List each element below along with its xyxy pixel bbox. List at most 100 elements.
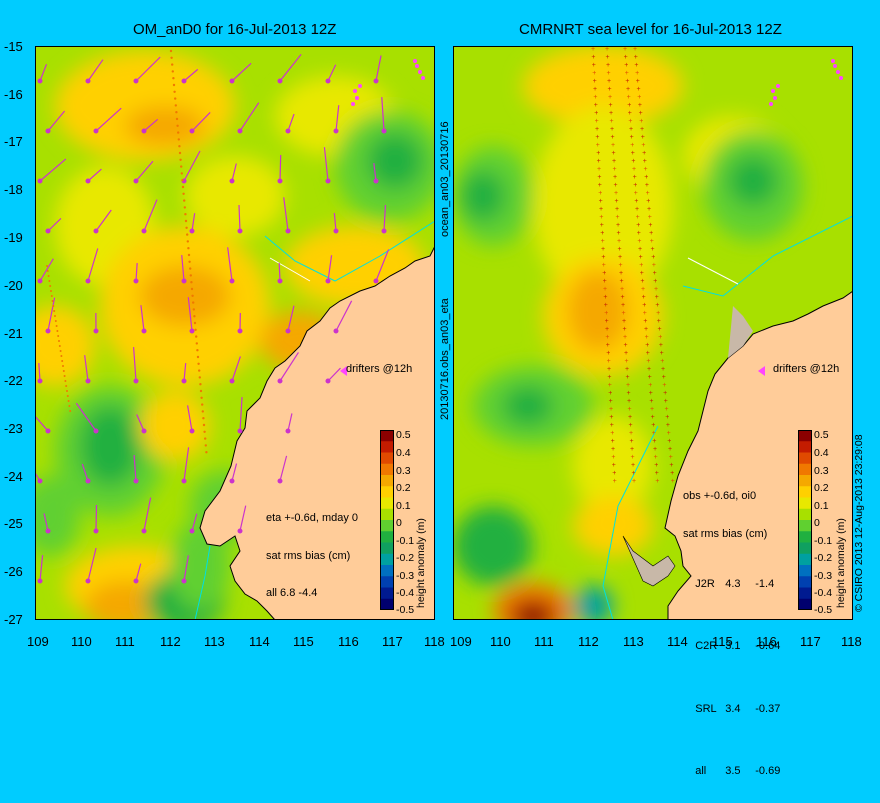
track-point (180, 165, 182, 167)
colorbar-segment (798, 486, 812, 498)
track-point (188, 254, 190, 256)
track-point: + (611, 446, 615, 453)
track-point: + (612, 158, 616, 165)
track-point: + (637, 86, 641, 93)
track-point: + (655, 470, 659, 477)
track-point: + (624, 350, 628, 357)
track-point (174, 97, 176, 99)
cbar-tick: 0.5 (396, 429, 411, 441)
track-point: + (669, 454, 673, 461)
cbar-tick: 0.4 (814, 447, 829, 459)
current-vector-head (238, 329, 242, 333)
xtick: 113 (204, 634, 225, 649)
colorbar-segment (798, 453, 812, 465)
current-vector (280, 155, 281, 181)
cbar-tick: 0 (396, 517, 402, 529)
track-point: + (616, 222, 620, 229)
cbar-tick: -0.3 (814, 570, 832, 582)
track-point: + (652, 262, 656, 269)
track-point: + (615, 198, 619, 205)
track-point: + (660, 358, 664, 365)
track-point (69, 410, 71, 412)
current-vector-head (382, 129, 386, 133)
current-vector-head (142, 229, 146, 233)
current-vector-head (182, 379, 186, 383)
xtick: 109 (450, 634, 472, 649)
current-vector-head (374, 79, 378, 83)
xtick: 110 (71, 634, 92, 649)
current-vector-head (374, 279, 378, 283)
track-point (181, 179, 183, 181)
track-point: + (608, 94, 612, 101)
colorbar-segment (380, 509, 394, 521)
track-point: + (649, 230, 653, 237)
track-point: + (621, 302, 625, 309)
track-point: + (635, 70, 639, 77)
track-point: + (599, 198, 603, 205)
track-point: + (659, 342, 663, 349)
track-point: + (633, 182, 637, 189)
colorbar-segment (798, 441, 812, 453)
left-stats-line3: all 6.8 -4.4 (266, 587, 358, 600)
track-point: + (654, 286, 658, 293)
track-point (57, 335, 59, 337)
track-point (50, 290, 52, 292)
track-point (202, 417, 204, 419)
track-point: + (630, 438, 634, 445)
track-point: + (641, 286, 645, 293)
track-point: + (626, 374, 630, 381)
left-stats-box: eta +-0.6d, mday 0 sat rms bias (cm) all… (266, 487, 358, 612)
xtick: 116 (338, 634, 359, 649)
track-point: + (619, 270, 623, 277)
current-vector-head (142, 429, 146, 433)
track-point (182, 193, 184, 195)
cbar-tick: 0.5 (814, 429, 829, 441)
track-point: + (662, 374, 666, 381)
colorbar-segment (798, 599, 812, 610)
track-point: + (629, 126, 633, 133)
track-point (199, 383, 201, 385)
track-point: + (646, 198, 650, 205)
track-point: + (594, 102, 598, 109)
track-point: + (625, 70, 629, 77)
track-point: + (607, 358, 611, 365)
track-point: + (610, 422, 614, 429)
cbar-tick: 0.3 (814, 465, 829, 477)
track-point (191, 288, 193, 290)
track-point: + (632, 166, 636, 173)
current-vector-head (134, 479, 138, 483)
current-vector-head (238, 229, 242, 233)
track-point: + (654, 462, 658, 469)
track-point: + (649, 390, 653, 397)
current-vector-head (374, 179, 378, 183)
track-point: + (614, 190, 618, 197)
track-point (197, 363, 199, 365)
current-vector-head (278, 479, 282, 483)
current-vector-head (334, 229, 338, 233)
run-id-label: ocean_an03_20130716 (439, 121, 451, 237)
track-point: + (643, 318, 647, 325)
track-point: + (606, 54, 610, 61)
xtick: 113 (623, 634, 644, 649)
track-point (173, 91, 175, 93)
track-point: + (600, 222, 604, 229)
track-point: + (631, 462, 635, 469)
track-point: + (637, 238, 641, 245)
ytick: -25 (4, 516, 23, 531)
colorbar-segment (798, 464, 812, 476)
stat-bias: -1.4 (755, 578, 774, 590)
ytick: -16 (4, 87, 23, 102)
track-point: + (591, 54, 595, 61)
track-point: + (630, 446, 634, 453)
colorbar-segment (798, 565, 812, 577)
current-vector-head (238, 529, 242, 533)
track-point: + (633, 46, 637, 53)
track-point: + (645, 334, 649, 341)
track-point (53, 310, 55, 312)
current-vector-head (86, 379, 90, 383)
track-point: + (646, 190, 650, 197)
track-point: + (597, 158, 601, 165)
current-vector-head (278, 79, 282, 83)
track-point: + (628, 118, 632, 125)
track-point: + (669, 462, 673, 469)
